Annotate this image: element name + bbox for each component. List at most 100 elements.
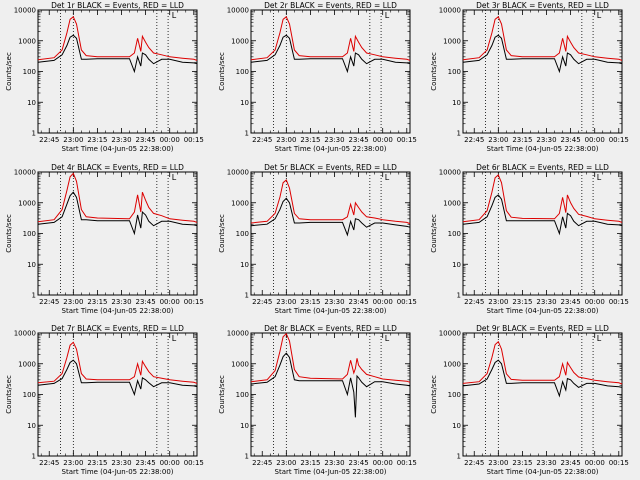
series-lld-line xyxy=(250,332,411,383)
series-lld-line xyxy=(250,16,411,61)
marker-label: L xyxy=(385,334,390,343)
panel-det-8: Det 8r BLACK = Events, RED = LLD 1 10 100 10… xyxy=(218,324,417,476)
x-axis-label: Start Time (04-Jun-05 22:38:00) xyxy=(275,307,387,315)
series-lld-line xyxy=(37,16,198,61)
y-tick-label: 1000 xyxy=(231,360,249,368)
y-tick-label: 10000 xyxy=(439,7,461,15)
y-tick-label: 100 xyxy=(448,68,461,76)
x-tick-label: 23:15 xyxy=(512,298,532,306)
y-tick-label: 10000 xyxy=(227,330,249,338)
plot-frame xyxy=(462,171,623,296)
panel-det-7: Det 7r BLACK = Events, RED = LLD 1 10 100 10… xyxy=(5,324,204,476)
x-tick-label: 00:15 xyxy=(184,136,204,144)
y-tick-label: 100 xyxy=(448,391,461,399)
panel-title: Det 5r BLACK = Events, RED = LLD xyxy=(264,163,397,172)
x-tick-label: 22:45 xyxy=(39,459,59,467)
marker-label: L xyxy=(172,11,177,20)
plot-frame xyxy=(250,332,411,457)
x-axis-label: Start Time (04-Jun-05 22:38:00) xyxy=(62,145,174,153)
x-tick-label: 23:30 xyxy=(111,459,131,467)
x-tick-label: 00:15 xyxy=(609,298,629,306)
y-axis-label: Counts/sec xyxy=(5,52,13,91)
x-axis-label: Start Time (04-Jun-05 22:38:00) xyxy=(487,145,599,153)
x-tick-label: 23:45 xyxy=(561,459,581,467)
plot-frame xyxy=(37,9,198,134)
panel-title: Det 1r BLACK = Events, RED = LLD xyxy=(51,1,184,10)
x-tick-label: 00:00 xyxy=(373,298,393,306)
y-tick-label: 10 xyxy=(452,99,461,107)
marker-label: L xyxy=(172,173,177,182)
y-tick-label: 100 xyxy=(448,230,461,238)
x-axis-label: Start Time (04-Jun-05 22:38:00) xyxy=(62,307,174,315)
x-tick-label: 22:45 xyxy=(464,459,484,467)
x-tick-label: 22:45 xyxy=(252,459,272,467)
series-events-line xyxy=(462,359,623,398)
y-tick-label: 10000 xyxy=(14,330,36,338)
y-tick-label: 100 xyxy=(23,230,36,238)
panel-title: Det 2r BLACK = Events, RED = LLD xyxy=(264,1,397,10)
marker-label: L xyxy=(597,173,602,182)
x-tick-label: 00:15 xyxy=(397,298,417,306)
x-tick-label: 23:15 xyxy=(512,459,532,467)
x-tick-label: 23:30 xyxy=(536,298,556,306)
series-events-line xyxy=(37,359,198,397)
x-tick-label: 23:15 xyxy=(300,298,320,306)
x-tick-label: 23:15 xyxy=(300,136,320,144)
x-tick-label: 23:45 xyxy=(136,298,156,306)
x-tick-label: 22:45 xyxy=(464,136,484,144)
y-axis-label: Counts/sec xyxy=(218,375,226,414)
series-events-line xyxy=(250,34,411,74)
x-tick-label: 00:15 xyxy=(609,136,629,144)
x-tick-label: 23:45 xyxy=(136,136,156,144)
panel-title: Det 7r BLACK = Events, RED = LLD xyxy=(51,324,184,333)
y-axis-label: Counts/sec xyxy=(218,214,226,253)
y-tick-label: 1000 xyxy=(443,37,461,45)
x-tick-label: 23:15 xyxy=(87,459,107,467)
y-tick-label: 10000 xyxy=(439,169,461,177)
x-tick-label: 00:00 xyxy=(373,459,393,467)
plot-frame xyxy=(37,171,198,296)
y-axis-label: Counts/sec xyxy=(430,214,438,253)
y-tick-label: 10 xyxy=(240,261,249,269)
x-tick-label: 23:00 xyxy=(63,136,83,144)
series-lld-line xyxy=(462,16,623,61)
x-tick-label: 23:00 xyxy=(63,298,83,306)
y-tick-label: 1 xyxy=(32,130,36,138)
plot-frame xyxy=(462,9,623,134)
x-tick-label: 00:00 xyxy=(585,136,605,144)
y-tick-label: 100 xyxy=(236,230,249,238)
y-tick-label: 10 xyxy=(27,422,36,430)
y-tick-label: 1000 xyxy=(443,199,461,207)
panel-title: Det 6r BLACK = Events, RED = LLD xyxy=(476,163,609,172)
y-tick-label: 1 xyxy=(32,292,36,300)
y-tick-label: 1 xyxy=(245,130,249,138)
x-tick-label: 23:45 xyxy=(561,298,581,306)
marker-label: L xyxy=(597,11,602,20)
y-tick-label: 100 xyxy=(236,68,249,76)
x-axis-label: Start Time (04-Jun-05 22:38:00) xyxy=(275,145,387,153)
x-axis-label: Start Time (04-Jun-05 22:38:00) xyxy=(487,307,599,315)
y-tick-label: 1000 xyxy=(231,37,249,45)
panel-det-5: Det 5r BLACK = Events, RED = LLD 1 10 100 10… xyxy=(218,163,417,315)
series-events-line xyxy=(250,197,411,237)
y-tick-label: 10000 xyxy=(14,7,36,15)
x-tick-label: 23:45 xyxy=(136,459,156,467)
x-axis-label: Start Time (04-Jun-05 22:38:00) xyxy=(62,468,174,476)
series-events-line xyxy=(37,191,198,236)
x-tick-label: 00:00 xyxy=(585,298,605,306)
x-tick-label: 00:15 xyxy=(397,459,417,467)
marker-label: L xyxy=(385,173,390,182)
y-tick-label: 1000 xyxy=(18,37,36,45)
marker-label: L xyxy=(172,334,177,343)
plot-frame xyxy=(37,332,198,457)
x-tick-label: 00:00 xyxy=(160,136,180,144)
x-tick-label: 00:00 xyxy=(160,298,180,306)
x-tick-label: 23:30 xyxy=(111,298,131,306)
y-axis-label: Counts/sec xyxy=(218,52,226,91)
plot-frame xyxy=(250,9,411,134)
y-tick-label: 10000 xyxy=(227,7,249,15)
panel-title: Det 9r BLACK = Events, RED = LLD xyxy=(476,324,609,333)
y-tick-label: 10 xyxy=(240,99,249,107)
y-tick-label: 10000 xyxy=(439,330,461,338)
